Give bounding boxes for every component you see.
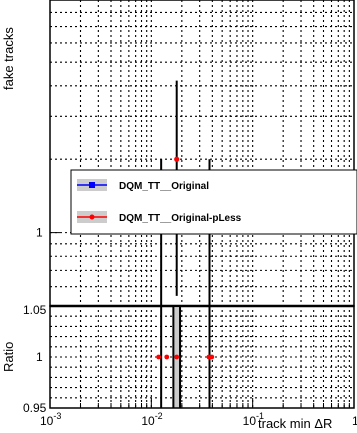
ratio-point (209, 354, 215, 360)
grid (50, 0, 354, 408)
y-tick-label: 1 (36, 226, 43, 240)
legend-marker (89, 214, 95, 220)
ratio-point (156, 354, 162, 360)
ratio-point (164, 354, 170, 360)
ratio-point (174, 354, 180, 360)
data-point (174, 156, 180, 162)
ratio-tick-label: 1.05 (23, 303, 47, 317)
legend-box (70, 169, 357, 235)
legend-label: DQM_TT__Original (119, 181, 209, 192)
plot-frame (49, 0, 355, 409)
data-points (156, 156, 215, 360)
ratio-axis-label: Ratio (1, 342, 16, 372)
legend-label: DQM_TT__Original-pLess (119, 213, 242, 224)
y-axis-label: fake tracks (1, 27, 16, 90)
x-axis-label: track min ΔR (258, 416, 332, 431)
main-frame (49, 0, 355, 307)
axis-labels: track min ΔR fake tracks Ratio (1, 27, 332, 431)
vertical-bars (160, 80, 211, 408)
legend-marker (89, 182, 95, 188)
x-tick-label: 10-2 (141, 411, 162, 428)
x-tick-label: 1 (352, 414, 357, 428)
legend: DQM_TT__Original DQM_TT__Original-pLess (70, 169, 357, 235)
ratio-tick-label: 0.95 (23, 401, 47, 415)
ratio-tick-label: 1 (36, 350, 43, 364)
